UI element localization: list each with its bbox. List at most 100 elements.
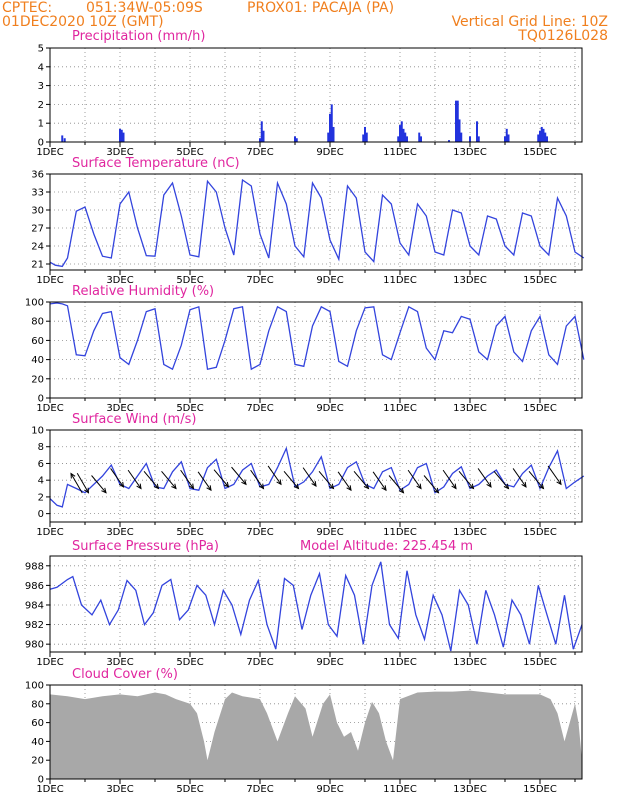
- wind-vector-arrow: [143, 470, 159, 489]
- wind-ytick-label: 6: [38, 459, 44, 470]
- wind-vector-arrow: [372, 471, 387, 491]
- wind-xtick-label: 15DEC: [523, 527, 557, 538]
- wind-vector-arrow: [283, 470, 299, 489]
- precip-xtick-label: 9DEC: [316, 147, 343, 158]
- wind-vector-arrow: [110, 468, 124, 488]
- precip-bar: [294, 136, 296, 142]
- precip-bar: [259, 138, 261, 142]
- wind-vector-head: [521, 481, 527, 488]
- temp-ytick-label: 21: [31, 260, 44, 271]
- temp-xtick-label: 3DEC: [106, 275, 133, 286]
- wind-vector-arrow: [388, 475, 404, 494]
- wind-frame: [49, 429, 583, 523]
- wind-vector-head: [293, 483, 300, 490]
- cloud-ytick-label: 100: [25, 681, 44, 692]
- wind-vector-head: [118, 481, 125, 488]
- precip-bar: [537, 134, 540, 142]
- pressure-xtick-label: 11DEC: [383, 657, 417, 668]
- wind-vector-head: [433, 487, 440, 494]
- precip-bar: [399, 125, 401, 142]
- wind-vector-head: [468, 483, 475, 490]
- rh-xtick-label: 11DEC: [383, 403, 417, 414]
- wind-vector-head: [136, 483, 142, 490]
- pressure-series-line: [49, 561, 583, 652]
- wind-ytick-label: 4: [38, 476, 44, 487]
- precip-bar: [546, 136, 548, 142]
- wind-xtick-label: 3DEC: [106, 527, 133, 538]
- precip-bar: [332, 126, 335, 142]
- precip-bar: [542, 128, 545, 142]
- rh-ytick-label: 100: [25, 298, 44, 309]
- precip-xtick-label: 15DEC: [523, 147, 557, 158]
- panel-rh: Relative Humidity (%) 0 20 40 60 80 100 1DEC 3DE…: [25, 284, 585, 414]
- precip-xtick-label: 7DEC: [246, 147, 273, 158]
- rh-ytick-label: 0: [38, 394, 44, 405]
- cloud-ytick-label: 80: [31, 699, 44, 710]
- cloud-xtick-label: 3DEC: [106, 784, 133, 795]
- precip-ytick-label: 0: [38, 138, 44, 149]
- wind-vector-head: [451, 483, 457, 490]
- wind-vector-arrow: [477, 468, 492, 488]
- precip-bar: [456, 100, 459, 142]
- wind-vector-head: [503, 483, 510, 490]
- wind-vector-arrow: [213, 469, 229, 488]
- wind-ytick-label: 10: [31, 426, 44, 437]
- temp-xtick-label: 11DEC: [383, 275, 417, 286]
- wind-vector-head: [153, 483, 160, 490]
- pressure-xtick-label: 15DEC: [523, 657, 557, 668]
- wind-vector-arrow: [442, 469, 457, 489]
- precip-bar: [119, 128, 121, 142]
- wind-vector-arrow: [353, 470, 369, 489]
- precip-bar: [469, 136, 471, 142]
- cloud-xtick-label: 9DEC: [316, 784, 343, 795]
- wind-vector-arrow: [528, 470, 544, 489]
- temp-ytick-label: 30: [31, 206, 44, 217]
- wind-xtick-label: 11DEC: [383, 527, 417, 538]
- pressure-ytick-label: 986: [25, 581, 44, 592]
- precip-xtick-label: 3DEC: [106, 147, 133, 158]
- rh-xtick-label: 5DEC: [176, 403, 203, 414]
- header-init-time: 01DEC2020 10Z (GMT): [2, 14, 164, 30]
- precip-bar: [295, 138, 298, 142]
- wind-xtick-label: 13DEC: [453, 527, 487, 538]
- wind-vector-arrow: [76, 472, 89, 493]
- precip-bar: [329, 113, 331, 142]
- temp-series-line: [49, 178, 585, 268]
- pressure-xtick-label: 13DEC: [453, 657, 487, 668]
- rh-xtick-label: 13DEC: [453, 403, 487, 414]
- wind-vector-arrow: [180, 469, 194, 489]
- pressure-ytick-label: 988: [25, 561, 44, 572]
- temp-xtick-label: 1DEC: [36, 275, 63, 286]
- wind-xtick-label: 9DEC: [316, 527, 343, 538]
- precip-title: Precipitation (mm/h): [72, 29, 205, 44]
- wind-vector-head: [276, 479, 282, 486]
- rh-xtick-label: 15DEC: [523, 403, 557, 414]
- wind-vector-arrow: [250, 469, 264, 489]
- temp-frame: [49, 173, 583, 271]
- temp-xtick-label: 15DEC: [523, 275, 557, 286]
- wind-vector-arrow: [493, 470, 509, 489]
- header-grid-note: Vertical Grid Line: 10Z: [451, 14, 608, 30]
- precip-bar: [418, 132, 421, 142]
- rh-ytick-label: 20: [31, 374, 44, 385]
- cloud-ytick-label: 0: [38, 775, 44, 786]
- wind-vector-arrow: [318, 470, 334, 489]
- wind-vector-arrow: [512, 468, 527, 488]
- wind-vector-head: [258, 483, 265, 490]
- precip-bar: [260, 121, 263, 142]
- temp-xtick-label: 9DEC: [316, 275, 343, 286]
- precip-bar: [455, 100, 457, 142]
- rh-series-line: [49, 302, 585, 371]
- precip-bar: [477, 136, 480, 142]
- cloud-area: [50, 690, 582, 779]
- cloud-xtick-label: 5DEC: [176, 784, 203, 795]
- precip-frame: [49, 47, 583, 143]
- precip-bar: [362, 134, 365, 142]
- panel-pressure: Surface Pressure (hPa) Model Altitude: 22…: [25, 539, 583, 668]
- header-coords: 051:34W-05:09S: [86, 0, 203, 16]
- wind-vector-head: [381, 485, 387, 492]
- wind-vector-head: [70, 472, 76, 479]
- precip-ytick-label: 4: [38, 62, 44, 73]
- precip-bar: [122, 132, 125, 142]
